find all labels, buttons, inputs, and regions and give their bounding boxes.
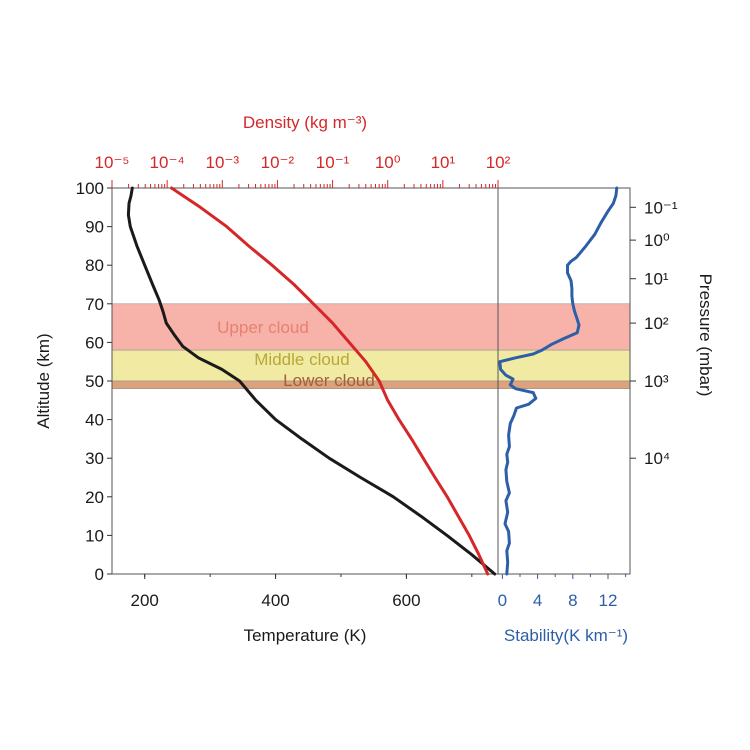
temperature-axis-title: Temperature (K) [244, 626, 367, 645]
pressure-tick-label: 10³ [644, 372, 669, 391]
altitude-tick-label: 90 [85, 218, 104, 237]
altitude-tick-label: 100 [76, 179, 104, 198]
cloud-label-0: Upper cloud [217, 318, 309, 337]
stability-axis-title: Stability(K km⁻¹) [504, 626, 628, 645]
pressure-tick-label: 10⁰ [644, 231, 670, 250]
pressure-tick-label: 10¹ [644, 270, 669, 289]
altitude-tick-label: 10 [85, 526, 104, 545]
stability-tick-label: 12 [599, 591, 618, 610]
density-tick-label: 10¹ [431, 153, 456, 172]
altitude-tick-label: 30 [85, 449, 104, 468]
density-tick-label: 10⁻¹ [316, 153, 350, 172]
altitude-tick-label: 80 [85, 256, 104, 275]
density-tick-label: 10⁻⁵ [95, 153, 130, 172]
pressure-tick-label: 10⁴ [644, 449, 670, 468]
pressure-tick-label: 10⁻¹ [644, 198, 678, 217]
series-line-temperature [126, 186, 497, 576]
cloud-label-2: Lower cloud [283, 371, 375, 390]
altitude-tick-label: 50 [85, 372, 104, 391]
altitude-tick-label: 70 [85, 295, 104, 314]
density-tick-label: 10⁻³ [206, 153, 240, 172]
altitude-tick-label: 60 [85, 333, 104, 352]
profile-lines [126, 186, 619, 576]
density-tick-label: 10⁻² [261, 153, 295, 172]
pressure-tick-label: 10² [644, 314, 669, 333]
cloud-layer-labels: Upper cloud Middle cloud Lower cloud [217, 318, 375, 390]
temperature-tick-label: 200 [131, 591, 159, 610]
series-line-density [170, 186, 490, 576]
temperature-tick-label: 600 [392, 591, 420, 610]
stability-tick-label: 0 [498, 591, 507, 610]
pressure-axis-title: Pressure (mbar) [696, 274, 715, 397]
cloud-label-1: Middle cloud [254, 350, 349, 369]
altitude-tick-label: 0 [95, 565, 104, 584]
cloud-band-0 [111, 303, 631, 351]
altitude-tick-label: 20 [85, 488, 104, 507]
cloud-layers [111, 303, 631, 389]
altitude-axis-title: Altitude (km) [34, 333, 53, 428]
altitude-tick-label: 40 [85, 411, 104, 430]
cloud-band-1 [111, 349, 631, 382]
stability-tick-label: 4 [533, 591, 542, 610]
density-tick-label: 10⁰ [375, 153, 401, 172]
stability-tick-label: 8 [568, 591, 577, 610]
density-tick-label: 10⁻⁴ [150, 153, 185, 172]
density-tick-label: 10² [486, 153, 511, 172]
temperature-tick-label: 400 [261, 591, 289, 610]
density-axis-title: Density (kg m⁻³) [243, 113, 367, 132]
series-line-stability [498, 186, 619, 576]
